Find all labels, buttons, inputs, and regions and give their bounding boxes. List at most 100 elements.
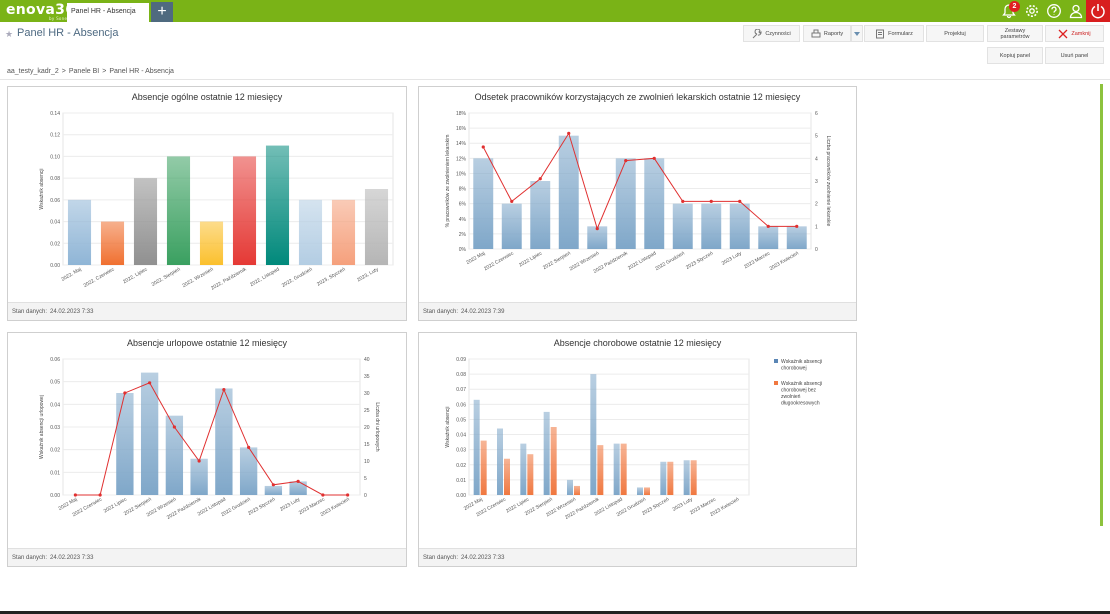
bar (504, 458, 510, 495)
chart-panel-absencje-ogolne: Absencje ogólne ostatnie 12 miesięcy 0.0… (7, 86, 407, 321)
line-point (296, 479, 300, 483)
y-tick-label: 0.09 (456, 357, 466, 363)
usun-panel-button[interactable]: Usuń panel (1045, 47, 1104, 64)
bar (331, 199, 356, 265)
y2-tick-label: 4 (815, 156, 818, 162)
bar (265, 145, 290, 265)
bar (758, 226, 779, 249)
bar (690, 460, 697, 495)
user-icon[interactable] (1068, 3, 1084, 19)
bar (558, 135, 579, 249)
add-tab-button[interactable]: + (151, 2, 173, 22)
y2-axis-label: Liczba dni urlopowych (374, 402, 380, 451)
y2-tick-label: 40 (364, 357, 370, 363)
raporty-dropdown[interactable] (851, 25, 863, 42)
breadcrumb-item-panele-bi[interactable]: Panele BI (68, 68, 100, 75)
y-tick-label: 6% (459, 202, 467, 208)
y-tick-label: 0.05 (456, 417, 466, 423)
line-point (766, 224, 770, 228)
bar (298, 199, 323, 265)
line-point (73, 493, 77, 497)
line-point (222, 388, 226, 392)
legend-label: chorobowej bez (781, 388, 817, 394)
bar (574, 485, 580, 495)
y-tick-label: 0.08 (456, 372, 466, 378)
y-tick-label: 0.00 (456, 493, 466, 499)
y-axis-label: % pracowników ze zwolnieniem lekarskim (445, 135, 451, 228)
czynnosci-button[interactable]: Czynności (743, 25, 800, 42)
y-tick-label: 0.02 (50, 448, 60, 454)
projektuj-button[interactable]: Projektuj (926, 25, 984, 42)
y2-tick-label: 15 (364, 442, 370, 448)
breadcrumb-separator: > (61, 68, 66, 75)
bar (683, 460, 690, 495)
plot-area (468, 358, 750, 496)
logo-text: enova365 (6, 2, 86, 18)
chart-title: Absencje urlopowe ostatnie 12 miesięcy (126, 338, 288, 348)
bar (116, 393, 134, 495)
y-tick-label: 0.03 (456, 448, 466, 454)
bar (140, 372, 159, 495)
bar (473, 158, 494, 249)
bar (264, 485, 283, 495)
footer-label: Stan danych: (12, 555, 48, 561)
power-button[interactable] (1086, 0, 1110, 22)
bar (615, 158, 636, 249)
bar (190, 458, 208, 495)
series-line (75, 382, 348, 496)
gear-icon[interactable] (1024, 3, 1040, 19)
x-tick-label: 2022 Maj (58, 497, 79, 512)
bar (701, 203, 722, 249)
zestawy-parametrow-button[interactable]: Zestawy parametrów (987, 25, 1043, 42)
bar (729, 203, 750, 249)
y-tick-label: 0.06 (456, 402, 466, 408)
line-point (98, 493, 102, 497)
zamknij-button[interactable]: Zamknij (1045, 25, 1104, 42)
line-point (510, 199, 514, 203)
chart-panel-absencje-urlopowe: Absencje urlopowe ostatnie 12 miesięcy 0… (7, 332, 407, 567)
y-tick-label: 14% (456, 141, 467, 147)
chart-footer: Stan danych: 24.02.2023 7:39 (419, 302, 856, 320)
x-tick-label: 2023, Styczeń (316, 266, 347, 287)
x-tick-label: 2022, Listopad (249, 266, 281, 288)
y2-tick-label: 2 (815, 202, 818, 208)
raporty-button[interactable]: Raporty (803, 25, 851, 42)
x-tick-label: 2022, Czerwiec (83, 266, 116, 289)
y2-tick-label: 1 (815, 224, 818, 230)
y-tick-label: 16% (456, 126, 467, 132)
line-point (148, 381, 152, 385)
y-tick-label: 2% (459, 232, 467, 238)
kopiuj-panel-button[interactable]: Kopiuj panel (987, 47, 1043, 64)
y-tick-label: 0.00 (50, 263, 60, 269)
y2-tick-label: 0 (364, 493, 367, 499)
y-tick-label: 0.04 (50, 402, 60, 408)
bar (543, 411, 550, 495)
footer-date: 24.02.2023 7:33 (461, 555, 505, 561)
vertical-scrollbar[interactable] (1100, 84, 1103, 526)
favorite-star-icon[interactable]: ★ (5, 29, 14, 39)
bar (527, 454, 534, 495)
y2-tick-label: 3 (815, 179, 818, 185)
y2-tick-label: 0 (815, 247, 818, 253)
footer-label: Stan danych: (12, 309, 48, 315)
y2-tick-label: 30 (364, 391, 370, 397)
legend-label: Wskaźnik absencji (781, 381, 822, 387)
x-tick-label: 2022, Maj (60, 267, 82, 283)
bar (613, 443, 620, 495)
line-point (321, 493, 325, 497)
x-tick-label: 2022, Grudzień (281, 266, 314, 288)
bar (165, 415, 184, 495)
y-axis-label: Wskaźnik absencji (39, 168, 45, 209)
x-tick-label: 2022 Maj (465, 251, 486, 266)
chart-absencje-urlopowe: 0.00 0.01 0.02 0.03 0.04 0.05 0.06 0 5 10 15 20 25 30… (39, 357, 380, 521)
line-point (538, 177, 542, 181)
app-logo[interactable]: enova365 by Soneta (6, 2, 86, 21)
help-icon[interactable] (1046, 3, 1062, 19)
close-icon (1058, 29, 1068, 38)
breadcrumb-item-database[interactable]: aa_testy_kadr_2 (7, 68, 59, 75)
y-tick-label: 12% (456, 156, 467, 162)
x-tick-label: 2022 Lipiec (518, 250, 544, 268)
formularz-button[interactable]: Formularz (864, 25, 924, 42)
line-point (481, 145, 485, 149)
tab-panel-hr[interactable]: Panel HR - Absencja (67, 3, 149, 22)
